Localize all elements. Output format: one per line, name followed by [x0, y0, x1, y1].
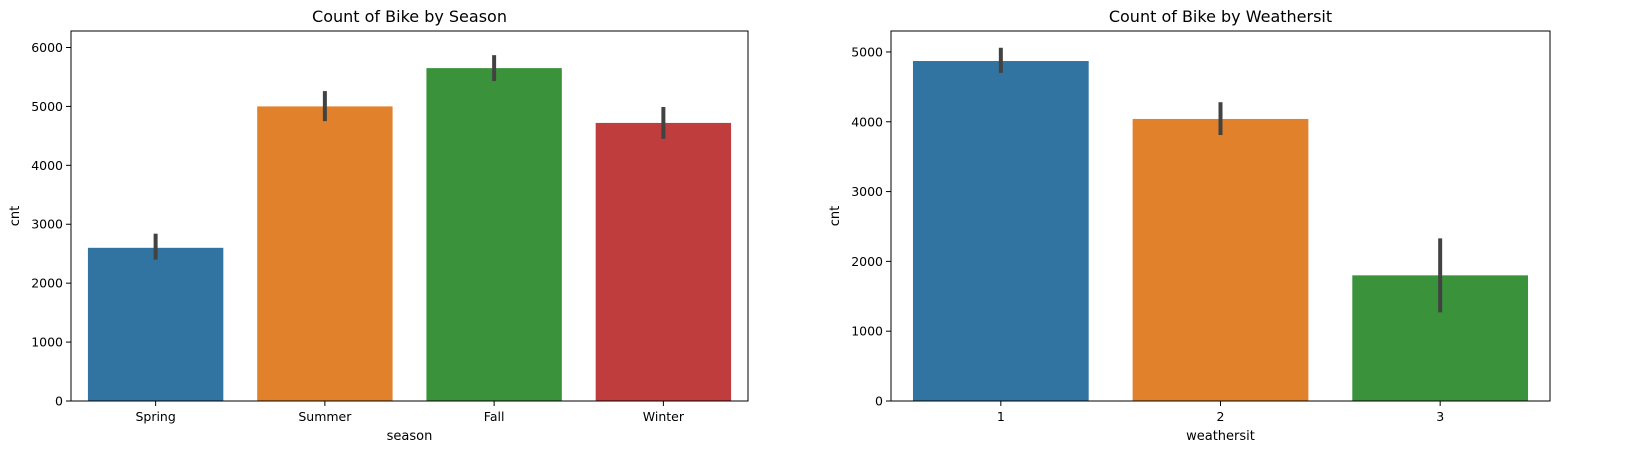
x-tick-label: Summer — [298, 409, 352, 424]
x-axis-label: weathersit — [1186, 429, 1255, 444]
x-axis-label: season — [387, 429, 433, 444]
y-tick-label: 1000 — [31, 335, 63, 350]
y-tick-label: 2000 — [31, 276, 63, 291]
y-axis-label: cnt — [8, 206, 23, 226]
bar-1 — [912, 61, 1089, 402]
bar-winter — [595, 122, 732, 401]
x-tick-label: Spring — [135, 409, 175, 424]
y-tick-label: 3000 — [31, 217, 63, 232]
x-tick-label: Winter — [643, 409, 685, 424]
chart-title: Count of Bike by Weathersit — [1109, 7, 1332, 26]
chart-title: Count of Bike by Season — [312, 7, 507, 26]
x-tick-label: Fall — [484, 409, 505, 424]
axes-frame — [70, 30, 749, 402]
chart-1: 0 1000 2000 3000 4000 5000 6000 Spring Summer Fal… — [8, 7, 749, 444]
bar-fall — [426, 68, 562, 402]
y-tick-label: 6000 — [31, 40, 63, 55]
y-tick-label: 2000 — [851, 254, 883, 269]
y-tick-label: 1000 — [851, 324, 883, 339]
chart-2: 0 1000 2000 3000 4000 5000 1 2 3 Count of Bike by… — [828, 7, 1551, 444]
y-tick-label: 0 — [875, 394, 883, 409]
y-tick-label: 5000 — [31, 99, 63, 114]
x-tick-label: 2 — [1217, 409, 1225, 424]
y-axis-label: cnt — [828, 206, 843, 226]
y-tick-label: 3000 — [851, 184, 883, 199]
y-tick-label: 4000 — [851, 114, 883, 129]
y-tick-label: 4000 — [31, 158, 63, 173]
x-tick-label: 1 — [997, 409, 1005, 424]
y-tick-label: 5000 — [851, 44, 883, 59]
y-tick-label: 0 — [55, 394, 63, 409]
x-tick-label: 3 — [1436, 409, 1444, 424]
bar-spring — [87, 247, 224, 401]
bar-2 — [1132, 118, 1309, 401]
bar-summer — [257, 106, 393, 402]
